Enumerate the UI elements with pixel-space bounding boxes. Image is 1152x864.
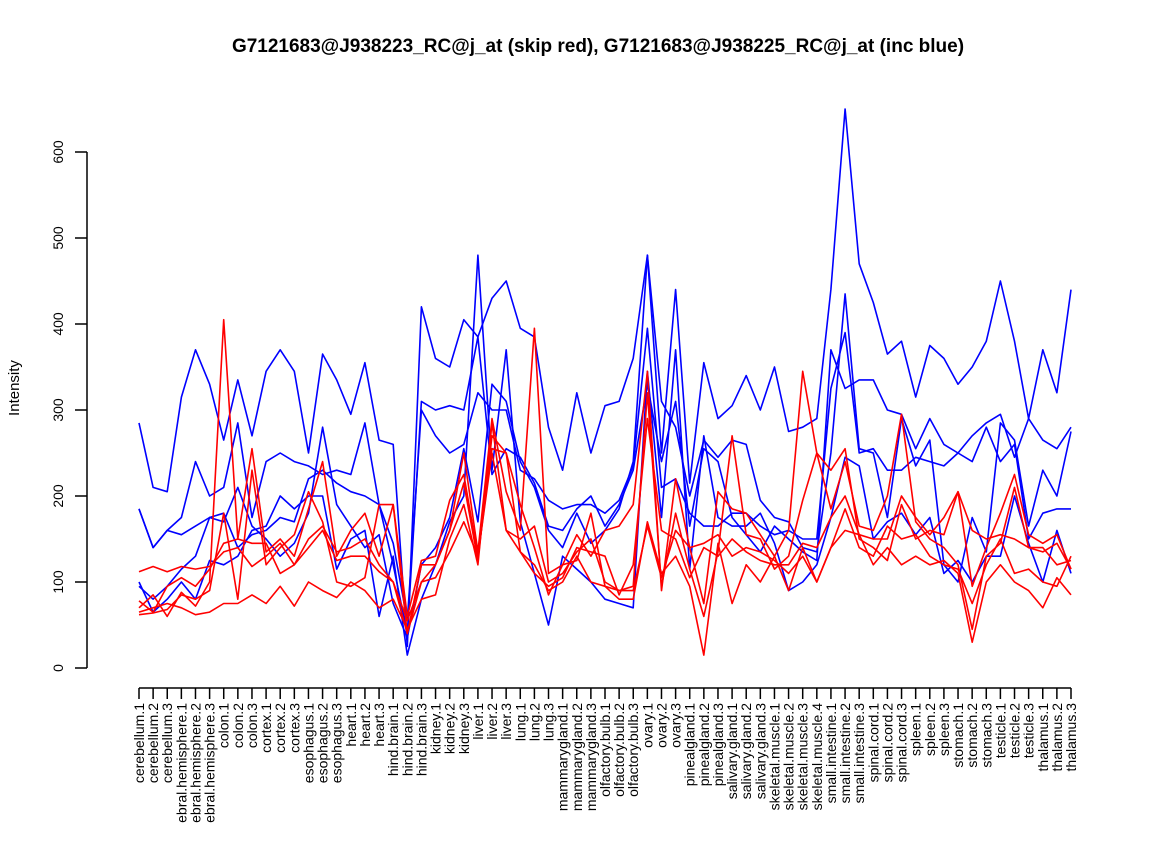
x-tick-label: small.intestine.3 [851,703,867,804]
x-tick-label: skeletal.muscle.3 [795,703,811,811]
x-tick-label: lung.1 [512,703,528,741]
x-tick-label: spinal.cord.3 [894,703,910,783]
y-tick-label: 0 [50,664,66,672]
x-tick-label: esophagus.3 [329,703,345,783]
x-tick-label: colon.2 [230,703,246,748]
x-tick-label: pinealgland.3 [710,703,726,787]
x-tick-label: spinal.cord.2 [879,703,895,783]
x-tick-label: lung.3 [541,703,557,741]
series-line-skip-4 [138,422,1072,656]
y-tick-label: 300 [50,398,66,422]
x-tick-label: cortex.2 [272,703,288,753]
x-tick-label: salivary.gland.1 [724,703,740,799]
x-tick-label: ebral.hemisphere.3 [202,703,218,823]
x-tick-label: stomach.1 [950,703,966,768]
series-line-inc-1 [138,108,1072,648]
x-tick-label: pinealgland.2 [696,703,712,787]
x-tick-label: cerebellum.2 [145,703,161,783]
x-tick-label: salivary.gland.3 [752,703,768,799]
y-tick-label: 200 [50,484,66,508]
x-tick-label: kidney.2 [442,703,458,754]
x-tick-label: heart.2 [357,703,373,747]
x-tick-label: olfactory.bulb.3 [625,703,641,797]
x-tick-label: ovary.2 [653,703,669,748]
x-tick-label: thalamus.2 [1049,703,1065,772]
y-axis: 0 100 200 300 400 500 600 [50,140,88,672]
x-tick-label: spleen.2 [922,703,938,756]
x-tick-label: small.intestine.2 [837,703,853,804]
y-tick-label: 100 [50,570,66,594]
x-tick-label: cerebellum.1 [131,703,147,783]
x-tick-label: hind.brain.2 [399,703,415,776]
x-tick-label: kidney.1 [428,703,444,754]
x-tick-label: esophagus.2 [315,703,331,783]
x-tick-label: lung.2 [526,703,542,741]
x-tick-label: olfactory.bulb.1 [597,703,613,797]
x-tick-label: liver.3 [498,703,514,740]
x-tick-label: hind.brain.1 [385,703,401,776]
x-tick-label: skeletal.muscle.4 [809,703,825,811]
series-line-skip-5 [138,452,1072,622]
series-line-skip-1 [138,327,1072,635]
x-tick-label: stomach.2 [964,703,980,768]
series-layer [138,108,1072,656]
x-tick-label: heart.1 [343,703,359,747]
x-tick-label: small.intestine.1 [823,703,839,804]
x-tick-label: skeletal.muscle.2 [781,703,797,811]
x-tick-label: spleen.1 [908,703,924,756]
y-tick-label: 400 [50,312,66,336]
x-tick-label: esophagus.1 [300,703,316,783]
x-tick-label: thalamus.1 [1035,703,1051,772]
x-tick-label: thalamus.3 [1063,703,1079,772]
x-tick-label: hind.brain.3 [413,703,429,776]
x-tick-label: pinealgland.1 [682,703,698,787]
x-tick-label: skeletal.muscle.1 [766,703,782,811]
series-line-inc-2 [138,327,1071,622]
x-tick-label: kidney.3 [456,703,472,754]
x-tick-label: ovary.3 [668,703,684,748]
x-tick-label: cortex.1 [258,703,274,753]
series-line-inc-5 [138,336,1072,635]
x-tick-label: colon.1 [216,703,232,748]
y-tick-label: 500 [50,226,66,250]
y-axis-label: Intensity [6,360,23,416]
x-axis: cerebellum.1cerebellum.2cerebellum.3ebra… [131,687,1079,823]
x-tick-label: ovary.1 [639,703,655,748]
x-tick-label: testicle.1 [992,703,1008,758]
x-tick-label: testicle.3 [1021,703,1037,758]
y-tick-label: 600 [50,140,66,164]
x-tick-label: mammarygland.2 [569,703,585,811]
x-tick-label: ebral.hemisphere.2 [187,703,203,823]
x-tick-label: colon.3 [244,703,260,748]
x-tick-label: liver.1 [470,703,486,740]
chart-title: G7121683@J938223_RC@j_at (skip red), G71… [232,36,964,57]
x-tick-label: heart.3 [371,703,387,747]
x-tick-label: ebral.hemisphere.1 [173,703,189,823]
x-tick-label: liver.2 [484,703,500,740]
x-tick-label: mammarygland.3 [583,703,599,811]
x-tick-label: salivary.gland.2 [738,703,754,799]
x-tick-label: cortex.3 [286,703,302,753]
x-tick-label: spinal.cord.1 [865,703,881,783]
x-tick-label: testicle.2 [1007,703,1023,758]
x-tick-label: cerebellum.3 [159,703,175,783]
x-tick-label: olfactory.bulb.2 [611,703,627,797]
x-tick-label: stomach.3 [978,703,994,768]
x-tick-label: mammarygland.1 [555,703,571,811]
x-tick-label: spleen.3 [936,703,952,756]
